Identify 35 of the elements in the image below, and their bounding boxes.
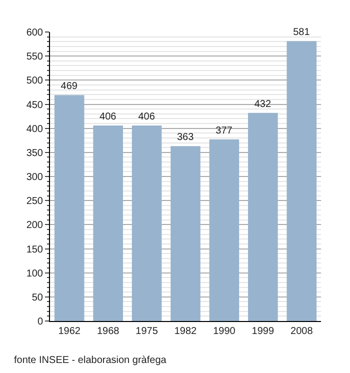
y-tick-label: 350 (26, 148, 44, 159)
y-tick-label: 200 (26, 220, 44, 232)
source-note: fonte INSEE - elaborasion gràfega (14, 355, 167, 366)
data-label: 406 (100, 111, 117, 122)
data-label: 581 (293, 27, 310, 38)
x-tick-label: 1990 (213, 326, 236, 337)
y-tick-label: 600 (26, 28, 44, 38)
y-tick-label: 100 (26, 268, 44, 280)
bar (286, 41, 317, 321)
data-label: 363 (176, 132, 194, 144)
data-label: 469 (60, 81, 78, 92)
data-label: 377 (216, 125, 233, 136)
y-tick-label: 50 (32, 292, 44, 304)
y-tick-label: 0 (37, 316, 44, 328)
x-tick-label: 1975 (136, 326, 158, 337)
bar (54, 95, 84, 321)
y-tick-label: 150 (26, 244, 44, 256)
x-tick-label: 2008 (290, 326, 314, 337)
y-tick-label: 250 (26, 196, 44, 208)
bar (93, 125, 123, 321)
x-tick-label: 1968 (96, 326, 120, 337)
bar (132, 125, 162, 321)
y-tick-label: 550 (26, 52, 44, 63)
y-tick-label: 300 (26, 172, 44, 183)
y-tick-label: 400 (26, 124, 44, 135)
bar (209, 139, 240, 321)
y-tick-label: 450 (26, 100, 44, 111)
y-tick-label: 500 (26, 76, 44, 87)
x-tick-label: 1982 (174, 326, 198, 337)
data-label: 406 (138, 111, 156, 122)
x-tick-label: 1962 (58, 326, 81, 337)
data-label: 432 (254, 98, 272, 110)
x-tick-label: 1999 (252, 326, 274, 337)
bar (170, 146, 200, 321)
bar (248, 112, 278, 321)
